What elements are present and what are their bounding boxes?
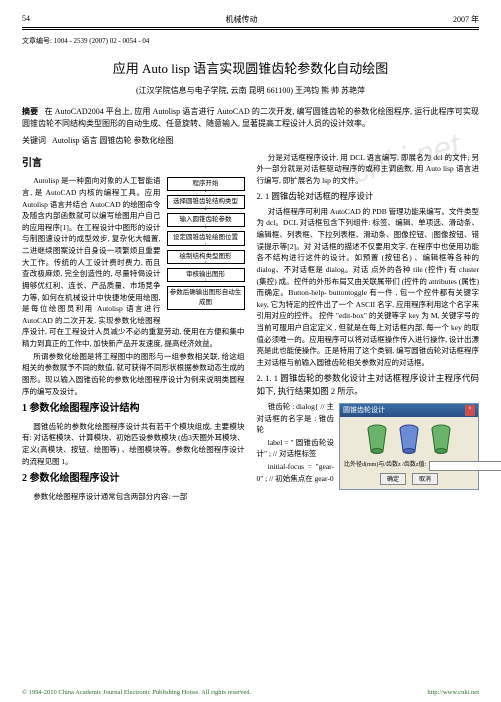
heading-2-1: 2. 1 圆锥齿轮对话框的程序设计 [257, 190, 480, 203]
paragraph: 对话框程序可利用 AutoCAD 的 PDB 管理功能来编写。文件类型为 dcl… [257, 206, 480, 369]
heading-2: 2 参数化绘图程序设计 [22, 471, 245, 487]
paragraph: 所谓参数化绘图是将工程图中的图形与一组参数相关联, 给这组相关的参数赋予不同的数… [22, 351, 245, 398]
flow-step: 参数后确输出图形自动生成图 [167, 286, 245, 310]
keywords: 关键词 Autolisp 语言 圆锥齿轮 参数化绘图 [22, 135, 479, 146]
right-column: 分是对话框程序设计, 用 DCL 语言编写, 即展名为 dcl 的文件; 另外一… [257, 152, 480, 504]
abstract: 摘要 在 AutoCAD2004 平台上, 应用 Autolisp 语言进行 A… [22, 106, 479, 131]
abstract-text: 在 AutoCAD2004 平台上, 应用 Autolisp 语言进行 Auto… [22, 107, 479, 128]
abstract-label: 摘要 [22, 107, 38, 116]
flow-step: 程序开始 [167, 177, 245, 191]
cancel-button[interactable]: 取消 [412, 473, 438, 485]
dialog-body [340, 417, 478, 459]
left-column: 引言 程序开始 选择圆锥齿轮结构类型 输入圆锥齿轮参数 设定圆锥齿轮绘图位置 绘… [22, 152, 245, 504]
article-id: 文章编号: 1004 - 2539 (2007) 02 - 0054 - 04 [22, 36, 479, 46]
paragraph: 分是对话框程序设计, 用 DCL 语言编写, 即展名为 dcl 的文件; 另外一… [257, 152, 480, 187]
heading-intro: 引言 [22, 156, 245, 172]
page: 54 机械传动 2007 年 文章编号: 1004 - 2539 (2007) … [0, 0, 501, 513]
paper-title: 应用 Auto lisp 语言实现圆锥齿轮参数化自动绘图 [22, 58, 479, 77]
gear-icon[interactable] [365, 421, 389, 455]
param-input[interactable] [429, 461, 501, 471]
copyright: © 1994-2010 China Academic Journal Elect… [22, 689, 251, 696]
flow-step: 设定圆锥齿轮绘图位置 [167, 231, 245, 245]
heading-2-1-1: 2. 1. 1 圆锥齿轮的参数化设计主对话框程序设计主程序代码如下, 执行结果如… [257, 372, 480, 398]
page-footer: © 1994-2010 China Academic Journal Elect… [22, 689, 479, 696]
paragraph: 圆锥齿轮的参数化绘图程序设计共有若干个模块组成, 主要模块有: 对话框模块、计算… [22, 421, 245, 468]
year: 2007 年 [453, 14, 479, 25]
gear-icon[interactable] [429, 421, 453, 455]
heading-1: 1 参数化绘图程序设计结构 [22, 401, 245, 417]
ok-button[interactable]: 确定 [380, 473, 406, 485]
input-label: 比外径d(mm)与/齿数z /齿数z值: [344, 461, 426, 470]
flow-step: 审核输出图形 [167, 268, 245, 282]
flow-step: 绘制结构类型图形 [167, 250, 245, 264]
header-bar: 54 机械传动 2007 年 [22, 14, 479, 28]
keywords-text: Autolisp 语言 圆锥齿轮 参数化绘图 [52, 136, 174, 145]
flow-step: 选择圆锥齿轮结构类型 [167, 195, 245, 209]
journal-name: 机械传动 [226, 14, 258, 25]
close-icon[interactable]: × [465, 405, 475, 416]
flowchart: 程序开始 选择圆锥齿轮结构类型 输入圆锥齿轮参数 设定圆锥齿轮绘图位置 绘制结构… [167, 177, 245, 314]
paragraph: 参数化绘图程序设计通常包含两部分内容: 一部 [22, 491, 245, 503]
gear-icon[interactable] [397, 421, 421, 455]
header-rule [22, 29, 479, 30]
two-column-body: 引言 程序开始 选择圆锥齿轮结构类型 输入圆锥齿轮参数 设定圆锥齿轮绘图位置 绘… [22, 152, 479, 504]
gear-dialog: 圆锥齿轮设计 × 比外径d(mm)与/齿数z /齿数 [339, 403, 479, 490]
page-number: 54 [22, 14, 30, 25]
keywords-label: 关键词 [22, 136, 46, 145]
dialog-titlebar: 圆锥齿轮设计 × [340, 404, 478, 417]
flow-step: 输入圆锥齿轮参数 [167, 213, 245, 227]
dialog-title: 圆锥齿轮设计 [343, 405, 385, 416]
dialog-footer: 比外径d(mm)与/齿数z /齿数z值: 确定 取消 [340, 459, 478, 489]
footer-url: http://www.cnki.net [427, 689, 479, 696]
authors-line: (江汉学院信息与电子学院, 云南 昆明 661100) 王鸿钧 熊 帅 苏艳萍 [22, 85, 479, 96]
